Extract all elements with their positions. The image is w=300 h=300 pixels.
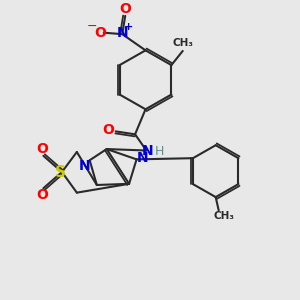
Text: N: N <box>137 151 148 165</box>
Text: N: N <box>116 26 128 40</box>
Text: O: O <box>36 188 48 202</box>
Text: O: O <box>102 123 114 137</box>
Text: S: S <box>55 164 66 179</box>
Text: H: H <box>155 145 164 158</box>
Text: N: N <box>79 159 90 172</box>
Text: N: N <box>142 143 153 158</box>
Text: O: O <box>119 2 131 16</box>
Text: O: O <box>36 142 48 156</box>
Text: CH₃: CH₃ <box>172 38 193 48</box>
Text: +: + <box>124 22 134 32</box>
Text: O: O <box>94 26 106 40</box>
Text: −: − <box>87 20 98 33</box>
Text: CH₃: CH₃ <box>214 211 235 221</box>
